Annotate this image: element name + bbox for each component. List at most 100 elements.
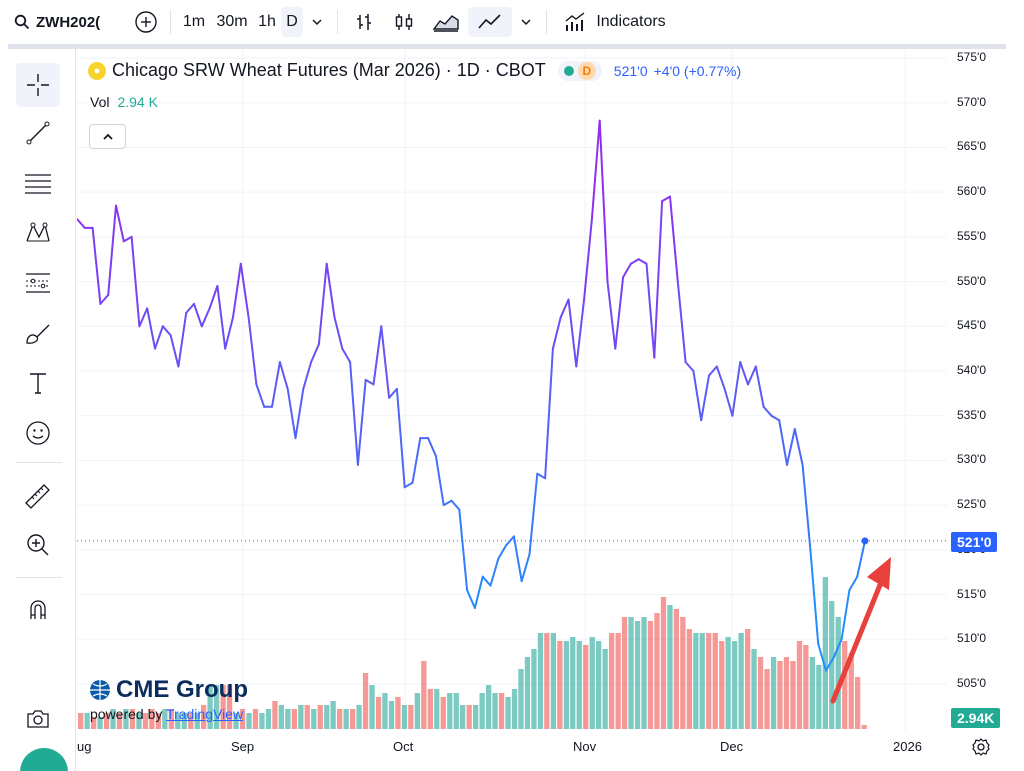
compare-symbol-button[interactable] — [128, 7, 164, 37]
pattern-icon — [26, 222, 50, 242]
line-chart-type-button[interactable] — [468, 7, 512, 37]
volume-bar — [103, 713, 110, 729]
price-axis-label: 530'0 — [957, 452, 986, 467]
interval-1h[interactable]: 1h — [253, 7, 281, 37]
powered-by-text: powered by TradingView — [90, 706, 248, 722]
time-axis-label: Oct — [393, 739, 414, 754]
interval-label: 30m — [216, 13, 248, 30]
volume-bar — [330, 701, 336, 729]
help-avatar[interactable] — [20, 748, 68, 771]
time-axis[interactable]: ug Sep Oct Nov Dec 2026 — [77, 731, 1024, 771]
symbol-logo-icon: ● — [88, 61, 106, 80]
price-line-segment — [528, 472, 539, 556]
price-line-segment — [154, 325, 164, 350]
volume-bar — [123, 709, 129, 729]
measure-tool[interactable] — [16, 473, 60, 517]
price-line-segment — [200, 307, 211, 328]
price-line-segment — [637, 258, 648, 265]
volume-bar — [414, 693, 420, 729]
chart-type-dropdown[interactable] — [512, 7, 540, 37]
zoom-in-tool[interactable] — [16, 523, 60, 567]
pattern-tool[interactable] — [16, 211, 60, 255]
price-line-segment — [146, 307, 156, 350]
price-chart[interactable] — [77, 49, 947, 731]
volume-bar — [699, 633, 705, 729]
price-line-segment — [715, 365, 726, 390]
instrument-title[interactable]: Chicago SRW Wheat Futures (Mar 2026) · 1… — [112, 60, 546, 80]
chart-pane[interactable] — [77, 49, 947, 731]
magnet-tool[interactable] — [16, 587, 60, 631]
volume-bar — [188, 713, 194, 729]
volume-bar — [84, 713, 90, 729]
price-line-segment — [411, 437, 422, 484]
fib-retracement-tool[interactable] — [16, 161, 60, 205]
volume-bar — [498, 693, 505, 729]
price-line-segment — [544, 347, 554, 480]
price-line-segment — [177, 311, 188, 368]
volume-bar — [291, 709, 297, 729]
candles-chart-type-button[interactable] — [384, 7, 424, 37]
text-tool[interactable] — [16, 361, 60, 405]
volume-bar — [673, 609, 679, 729]
price-line-segment — [614, 276, 625, 350]
volume-bar — [278, 705, 284, 729]
price-line-segment — [122, 235, 133, 243]
price-line-segment — [294, 387, 305, 440]
indicators-icon — [565, 12, 585, 31]
symbol-search[interactable]: ZWH202( — [0, 7, 128, 37]
interval-d[interactable]: D — [281, 7, 303, 37]
price-axis-label: 535'0 — [957, 407, 986, 422]
price-line-segment — [99, 294, 110, 305]
market-status-pill[interactable]: D — [557, 60, 602, 81]
brand-name: CME Group — [116, 676, 248, 703]
time-axis-label: 2026 — [893, 739, 922, 754]
trend-line-tool[interactable] — [16, 111, 60, 155]
symbol-label: ZWH202( — [36, 13, 101, 31]
volume-bar — [667, 605, 673, 729]
price-line-segment — [645, 262, 656, 359]
crosshair-tool[interactable] — [16, 63, 60, 107]
volume-bar — [634, 621, 641, 729]
price-line-segment — [286, 387, 297, 440]
interval-30m[interactable]: 30m — [211, 7, 253, 37]
volume-bar — [680, 617, 686, 729]
horizontal-lines-icon — [25, 174, 51, 194]
volume-bar — [298, 705, 304, 729]
trend-line-icon — [26, 121, 50, 145]
volume-bar — [259, 713, 265, 729]
price-line-segment — [676, 280, 687, 364]
collapse-legend-button[interactable] — [89, 124, 126, 149]
volume-bar — [725, 637, 731, 729]
price-line-segment — [817, 642, 827, 672]
indicators-button[interactable]: Indicators — [553, 7, 677, 37]
volume-bar — [732, 641, 738, 729]
price-line-segment — [778, 419, 788, 466]
volume-bar — [324, 705, 330, 729]
price-line-segment — [700, 374, 710, 422]
current-volume-tag: 2.94K — [951, 708, 1001, 728]
bars-chart-type-button[interactable] — [344, 7, 384, 37]
volume-bar — [207, 685, 213, 729]
emoji-tool[interactable] — [16, 411, 60, 455]
volume-bar — [116, 713, 123, 729]
area-chart-type-button[interactable] — [424, 7, 468, 37]
screenshot-button[interactable] — [16, 697, 60, 741]
line-chart-icon — [478, 14, 501, 29]
price-line-segment — [832, 638, 843, 659]
cme-watermark: CME Group powered by TradingView — [88, 676, 248, 722]
forecasting-tool[interactable] — [16, 261, 60, 305]
volume-bar — [492, 693, 498, 729]
interval-dropdown[interactable] — [303, 7, 331, 37]
volume-bar — [544, 633, 550, 729]
brush-tool[interactable] — [16, 311, 60, 355]
interval-1m[interactable]: 1m — [177, 7, 211, 37]
price-line-segment — [559, 298, 570, 319]
price-line-segment — [325, 262, 336, 319]
price-line-segment — [255, 383, 266, 408]
price-line-segment — [754, 365, 765, 408]
volume-bar — [803, 645, 809, 729]
tradingview-link[interactable]: TradingView — [166, 706, 244, 722]
chart-settings-button[interactable] — [970, 736, 992, 763]
volume-bar — [583, 645, 589, 729]
price-axis[interactable]: 575'0 570'0 565'0 560'0 555'0 550'0 545'0 540'0… — [947, 49, 1024, 731]
